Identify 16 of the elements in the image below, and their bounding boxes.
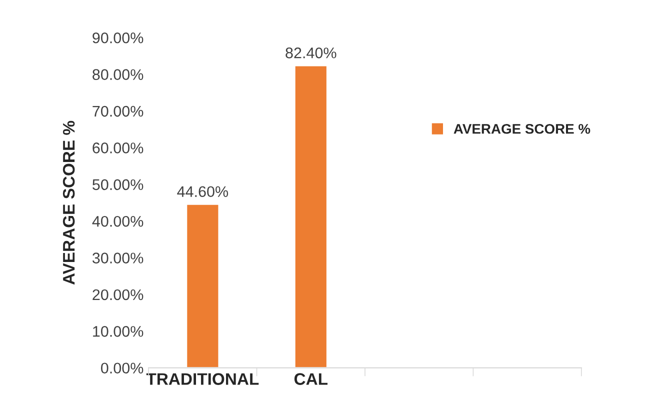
y-tick-label: 10.00% <box>93 326 144 337</box>
y-tick-label: 60.00% <box>92 142 144 154</box>
y-axis-title: AVERAGE SCORE % <box>62 120 75 285</box>
legend-label: AVERAGE SCORE % <box>454 124 590 134</box>
y-tick-label: 0.00% <box>101 362 144 374</box>
data-label: 44.60% <box>177 186 228 198</box>
y-tick-label: 20.00% <box>92 289 144 300</box>
y-tick-label: 90.00% <box>92 32 144 44</box>
y-tick-label: 40.00% <box>92 216 144 227</box>
data-label: 82.40% <box>286 48 336 58</box>
y-tick-label: 80.00% <box>92 69 144 80</box>
y-tick-label: 30.00% <box>92 252 144 264</box>
x-tick-label: TRADITIONAL <box>146 373 259 385</box>
y-tick-label: 70.00% <box>92 106 144 117</box>
x-tick-label: CAL <box>294 373 328 385</box>
y-tick-label: 50.00% <box>92 179 144 190</box>
